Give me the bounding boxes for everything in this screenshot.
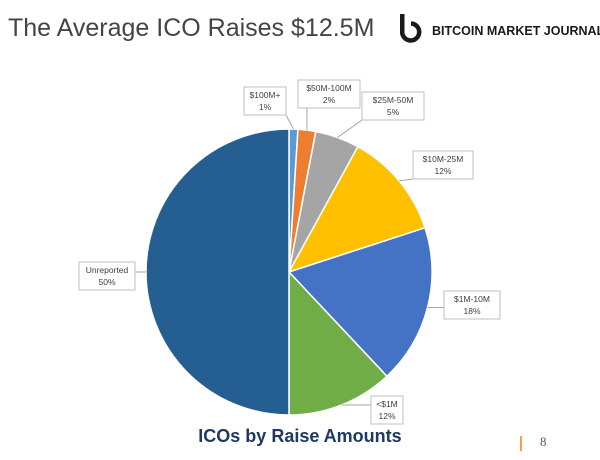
slice-category-label: <$1M (376, 399, 398, 409)
slice-percent-label: 50% (98, 277, 115, 287)
pie-slice (287, 226, 433, 378)
data-label: $25M-50M 5% (361, 91, 425, 121)
pie-labels: $100M+ 1% $50M-100M 2% $25M-50M 5% $10M-25M 12%… (78, 79, 501, 425)
data-label: $50M-100M 2% (297, 79, 361, 109)
data-label-box (443, 290, 501, 320)
page-number-separator (520, 436, 522, 451)
slice-percent-label: 12% (378, 411, 395, 421)
pie-slice (145, 128, 290, 416)
chart-title: ICOs by Raise Amounts (198, 426, 402, 446)
slice-category-label: $100M+ (250, 90, 281, 100)
pie-chart: $100M+ 1% $50M-100M 2% $25M-50M 5% $10M-25M 12%… (78, 79, 501, 425)
data-label-box (361, 91, 425, 121)
slice-category-label: Unreported (86, 265, 129, 275)
data-label-box (370, 395, 404, 425)
data-label: $10M-25M 12% (412, 150, 474, 180)
brand-name: BITCOIN MARKET JOURNAL (432, 24, 600, 38)
slice-category-label: $1M-10M (454, 294, 490, 304)
slice-percent-label: 2% (323, 95, 336, 105)
pie-slice (288, 270, 388, 416)
slice-percent-label: 1% (259, 102, 272, 112)
slice-category-label: $50M-100M (306, 83, 351, 93)
slice-percent-label: 5% (387, 107, 400, 117)
data-label: Unreported 50% (78, 261, 136, 291)
data-label-box (78, 261, 136, 291)
pie-slice (287, 145, 426, 274)
brand-logo-icon (399, 14, 422, 43)
slice-percent-label: 18% (463, 306, 480, 316)
data-label: $1M-10M 18% (443, 290, 501, 320)
data-label-box (412, 150, 474, 180)
data-label-box (243, 86, 287, 116)
data-label-box (297, 79, 361, 109)
leader-line (285, 114, 294, 130)
leader-line (399, 178, 414, 182)
brand: BITCOIN MARKET JOURNAL (398, 14, 600, 50)
data-label: $100M+ 1% (243, 86, 287, 116)
slide-title: The Average ICO Raises $12.5M (8, 14, 375, 42)
page-number: 8 (540, 434, 547, 449)
data-label: <$1M 12% (370, 395, 404, 425)
pie-slices (145, 128, 433, 416)
slice-percent-label: 12% (434, 166, 451, 176)
slice-category-label: $25M-50M (373, 95, 414, 105)
slice-category-label: $10M-25M (423, 154, 464, 164)
leader-line (337, 119, 363, 138)
